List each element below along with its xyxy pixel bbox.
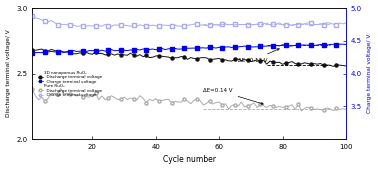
Legend: 3D nanoporous RuO₂,   Discharge terminal voltage,   Charge terminal voltage, Pur: 3D nanoporous RuO₂, Discharge terminal v… xyxy=(37,70,103,98)
Text: ΔE=0.13 V: ΔE=0.13 V xyxy=(238,49,279,63)
Y-axis label: Charge terminal voltage/ V: Charge terminal voltage/ V xyxy=(367,34,372,113)
Text: ΔE=0.14 V: ΔE=0.14 V xyxy=(203,88,263,105)
X-axis label: Cycle number: Cycle number xyxy=(163,155,215,164)
Y-axis label: Discharge terminal voltage/ V: Discharge terminal voltage/ V xyxy=(6,30,11,117)
